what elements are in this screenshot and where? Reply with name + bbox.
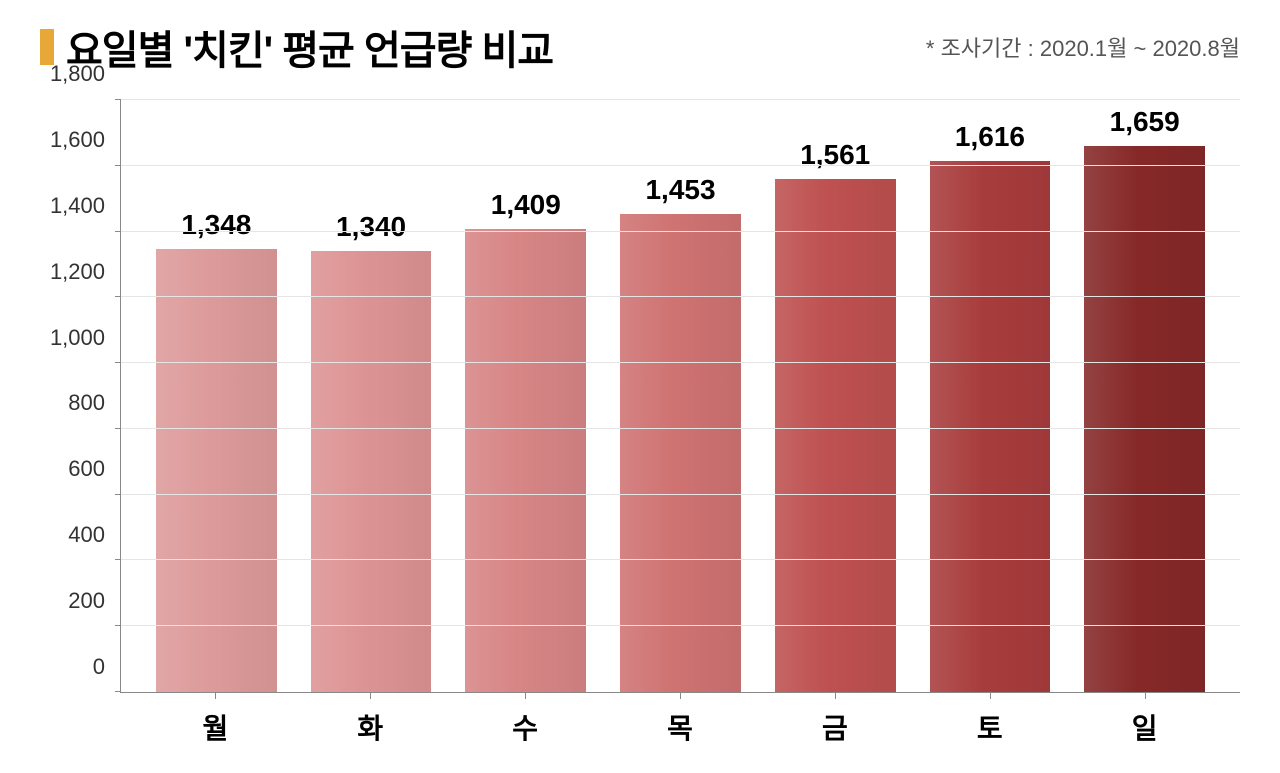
bar [930,161,1051,692]
bars-container: 1,3481,3401,4091,4531,5611,6161,659 [121,100,1240,692]
bar [465,229,586,692]
y-tick-label: 1,400 [30,193,115,219]
bar-wrap: 1,453 [603,100,758,692]
y-tick-label: 0 [30,654,115,680]
y-tick-mark [115,494,121,495]
y-tick-mark [115,165,121,166]
y-tick-label: 800 [30,390,115,416]
y-tick-label: 1,200 [30,259,115,285]
title-marker-icon [40,29,54,65]
bar-wrap: 1,659 [1067,100,1222,692]
x-tick-label: 목 [603,693,758,753]
bar [775,179,896,692]
gridline [121,99,1240,100]
y-tick-mark [115,231,121,232]
gridline [121,494,1240,495]
y-tick-mark [115,296,121,297]
x-tick-label: 일 [1067,693,1222,753]
gridline [121,296,1240,297]
gridline [121,625,1240,626]
y-tick-mark [115,625,121,626]
plot-region: 1,3481,3401,4091,4531,5611,6161,659 [120,100,1240,693]
chart-title: 요일별 '치킨' 평균 언급량 비교 [66,18,553,76]
x-tick-label: 토 [912,693,1067,753]
chart-subtitle: * 조사기간 : 2020.1월 ~ 2020.8월 [577,31,1240,63]
y-tick-mark [115,559,121,560]
bar [620,214,741,692]
bar [1084,146,1205,692]
y-tick-label: 600 [30,456,115,482]
x-tick-label: 화 [293,693,448,753]
x-tick-label: 수 [448,693,603,753]
chart-header: 요일별 '치킨' 평균 언급량 비교 * 조사기간 : 2020.1월 ~ 20… [40,18,1240,76]
gridline [121,428,1240,429]
x-tick-label: 금 [757,693,912,753]
y-tick-label: 1,600 [30,127,115,153]
gridline [121,559,1240,560]
x-tick-label: 월 [138,693,293,753]
y-tick-label: 200 [30,588,115,614]
bar-wrap: 1,348 [139,100,294,692]
y-tick-mark [115,428,121,429]
y-tick-label: 1,800 [30,61,115,87]
bar-wrap: 1,561 [758,100,913,692]
y-tick-mark [115,362,121,363]
gridline [121,165,1240,166]
y-tick-label: 400 [30,522,115,548]
x-axis: 월화수목금토일 [120,693,1240,753]
gridline [121,362,1240,363]
gridline [121,231,1240,232]
y-tick-mark [115,99,121,100]
y-tick-label: 1,000 [30,325,115,351]
y-tick-mark [115,691,121,692]
bar-value-label: 1,659 [1045,106,1245,138]
chart-area: 1,3481,3401,4091,4531,5611,6161,659 월화수목… [30,100,1240,753]
bar-wrap: 1,616 [913,100,1068,692]
bar-value-label: 1,453 [581,174,781,206]
